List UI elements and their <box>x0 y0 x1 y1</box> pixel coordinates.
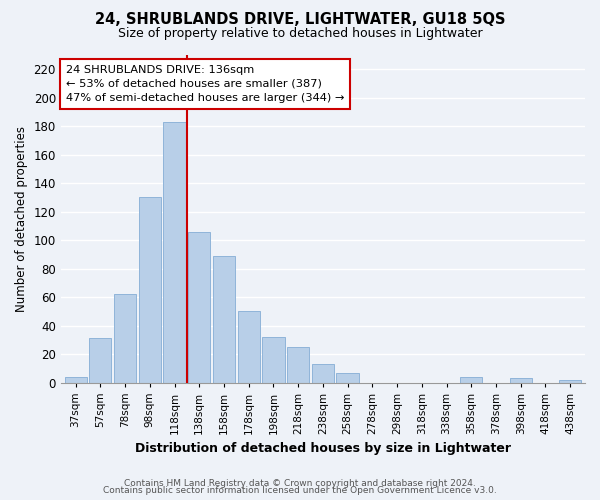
Text: Size of property relative to detached houses in Lightwater: Size of property relative to detached ho… <box>118 28 482 40</box>
Bar <box>287 347 309 382</box>
Bar <box>460 377 482 382</box>
Bar <box>89 338 112 382</box>
Y-axis label: Number of detached properties: Number of detached properties <box>15 126 28 312</box>
Bar <box>213 256 235 382</box>
Bar <box>312 364 334 382</box>
Bar <box>509 378 532 382</box>
Bar <box>188 232 211 382</box>
Bar <box>139 198 161 382</box>
Text: 24, SHRUBLANDS DRIVE, LIGHTWATER, GU18 5QS: 24, SHRUBLANDS DRIVE, LIGHTWATER, GU18 5… <box>95 12 505 28</box>
X-axis label: Distribution of detached houses by size in Lightwater: Distribution of detached houses by size … <box>135 442 511 455</box>
Bar <box>559 380 581 382</box>
Bar <box>337 372 359 382</box>
Text: 24 SHRUBLANDS DRIVE: 136sqm
← 53% of detached houses are smaller (387)
47% of se: 24 SHRUBLANDS DRIVE: 136sqm ← 53% of det… <box>66 65 344 103</box>
Bar <box>262 337 284 382</box>
Bar <box>114 294 136 382</box>
Text: Contains public sector information licensed under the Open Government Licence v3: Contains public sector information licen… <box>103 486 497 495</box>
Bar <box>163 122 185 382</box>
Bar <box>238 312 260 382</box>
Bar <box>65 377 87 382</box>
Text: Contains HM Land Registry data © Crown copyright and database right 2024.: Contains HM Land Registry data © Crown c… <box>124 478 476 488</box>
